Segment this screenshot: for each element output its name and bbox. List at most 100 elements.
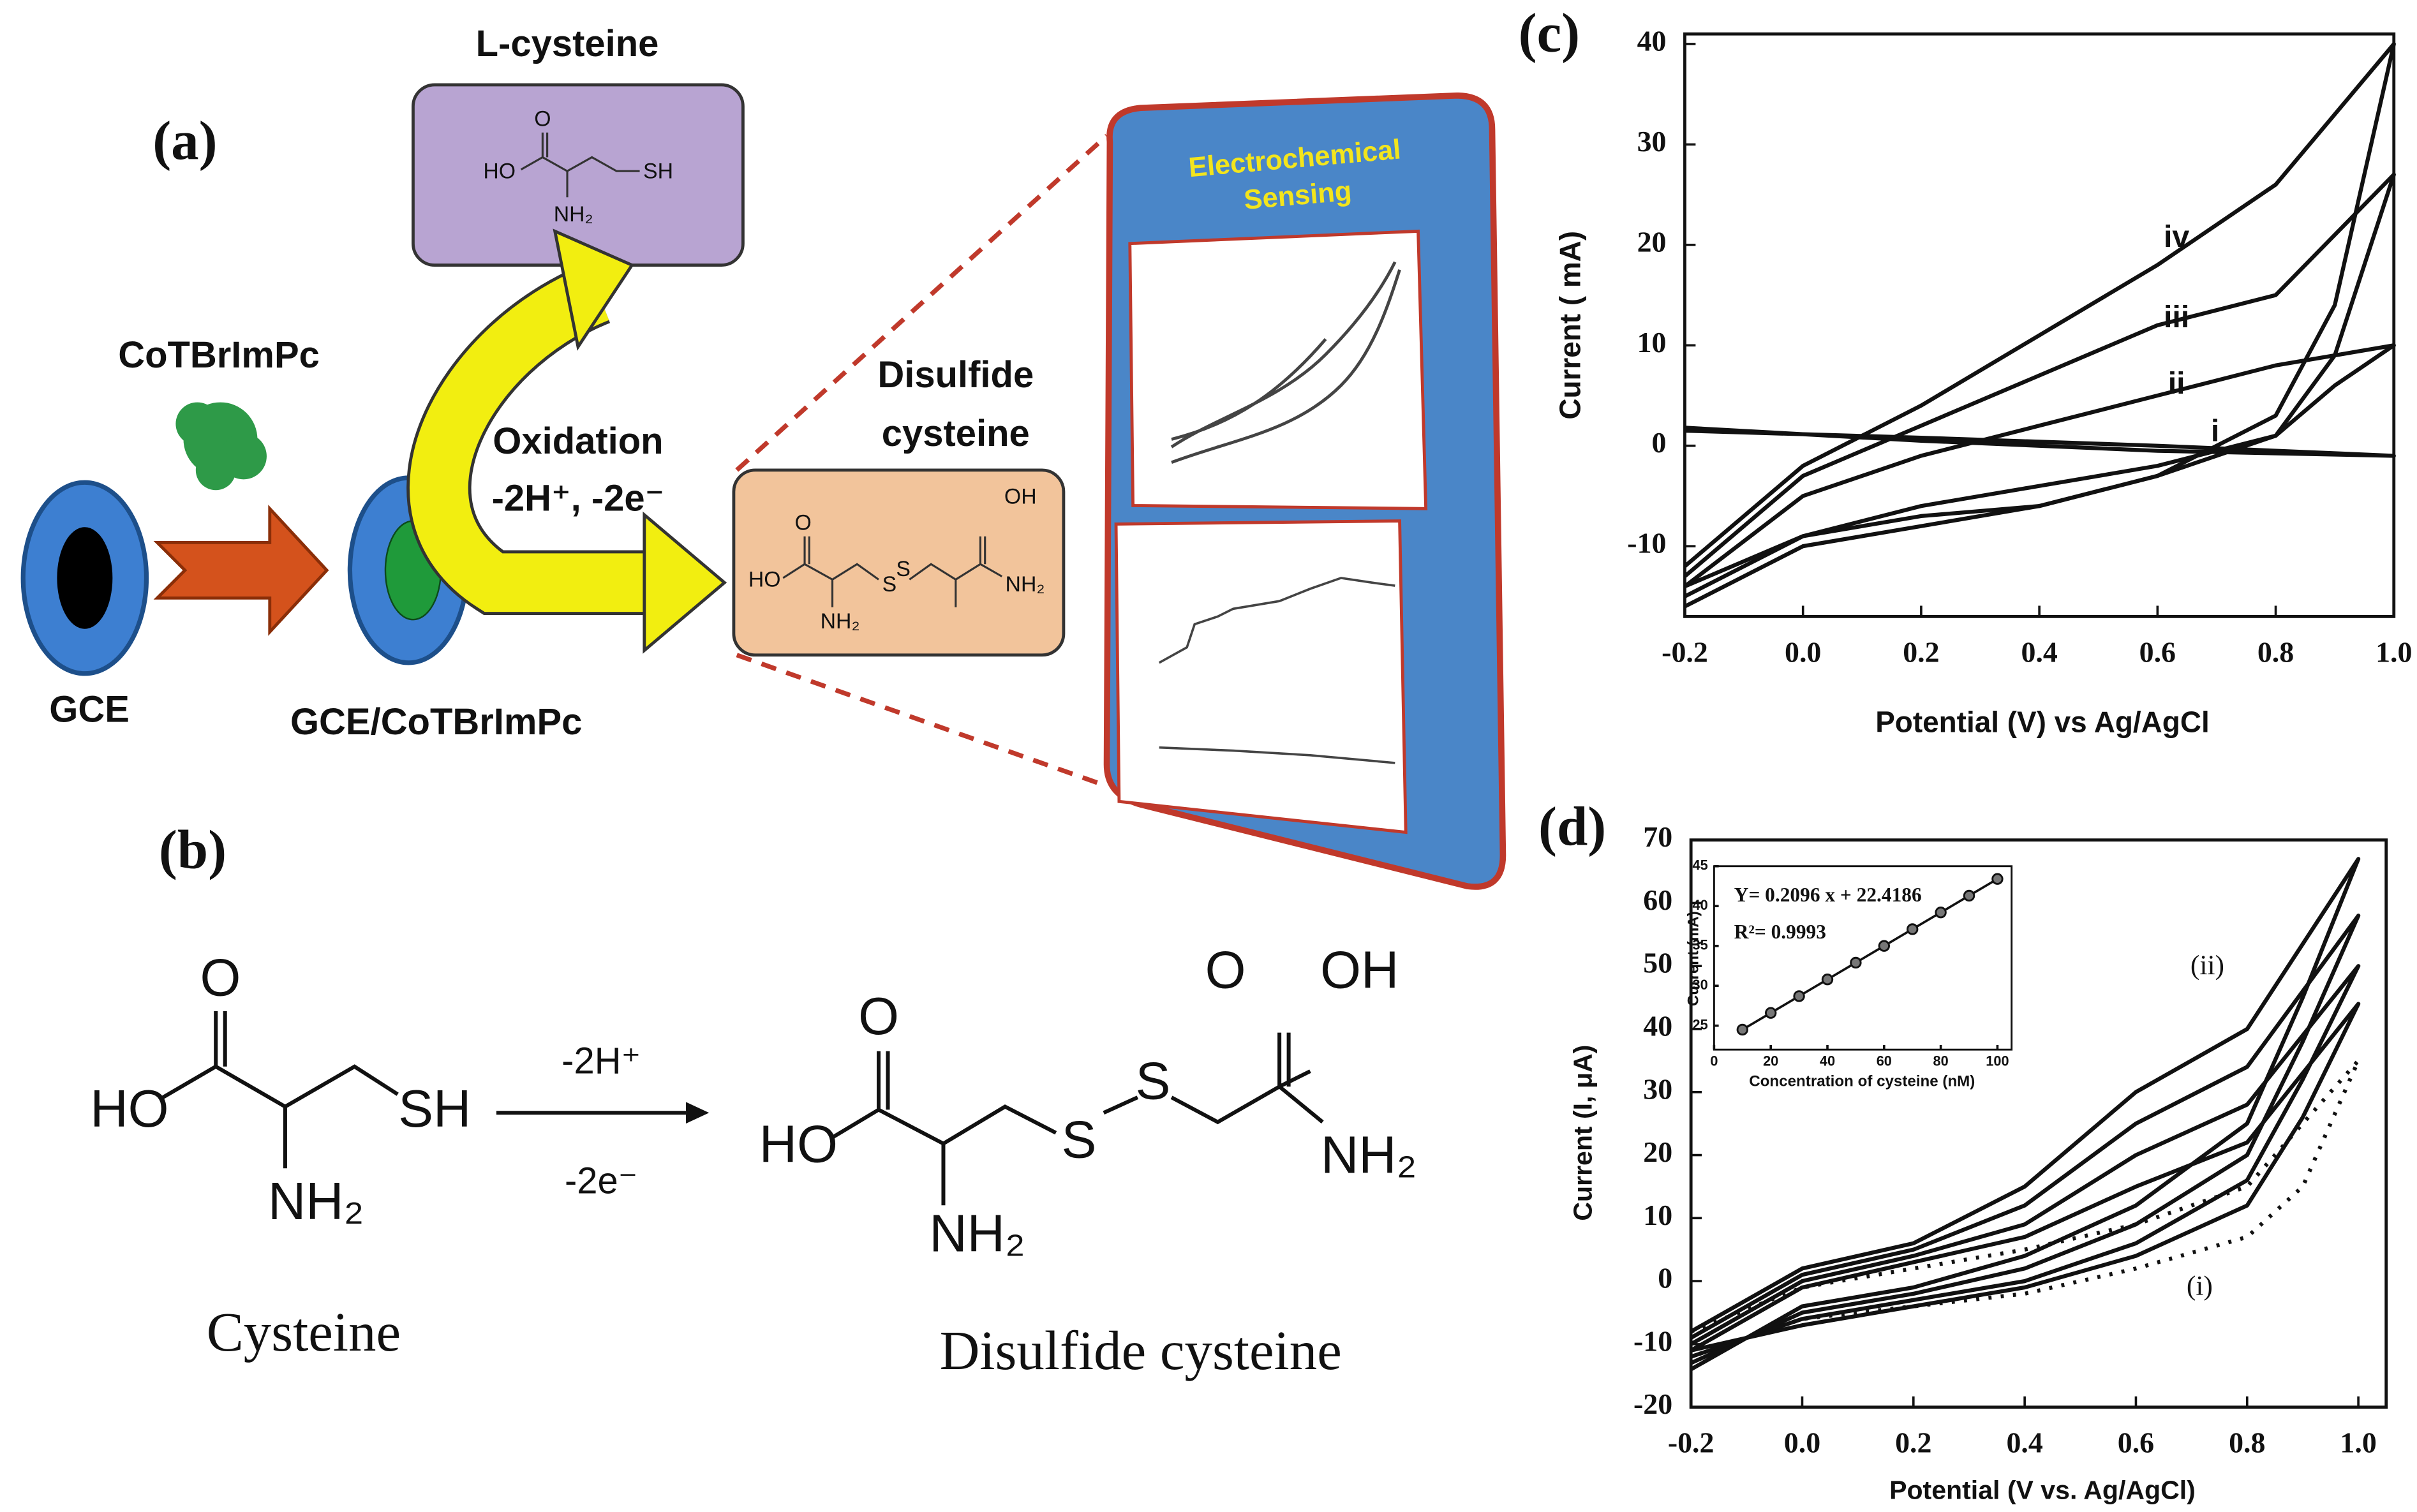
atom: NH₂ bbox=[268, 1173, 364, 1231]
reaction: Oxidation bbox=[493, 421, 663, 462]
product-structure bbox=[782, 536, 1003, 607]
x-tick-label: 0.2 bbox=[1903, 635, 1939, 668]
x-tick-label: 0.8 bbox=[2257, 635, 2294, 668]
y-tick-label: 20 bbox=[1643, 1136, 1672, 1168]
x-tick-label: 0.8 bbox=[2229, 1427, 2265, 1459]
cv-curve bbox=[1683, 172, 2396, 598]
point bbox=[1821, 974, 1834, 986]
y-tick-label: 0 bbox=[1652, 426, 1667, 459]
molecule-name: Cysteine bbox=[207, 1301, 401, 1363]
cv-curve bbox=[1684, 426, 2396, 458]
panel-label: (d) bbox=[1538, 796, 1606, 857]
x-axis-label: Potential (V) vs Ag/AgCl bbox=[1875, 706, 2210, 739]
curve-label: iii bbox=[2164, 300, 2189, 334]
y-tick-label: 30 bbox=[1643, 1072, 1672, 1105]
y-tick-label: -20 bbox=[1633, 1388, 1672, 1420]
atom: O bbox=[200, 949, 241, 1007]
atom: O bbox=[1205, 942, 1246, 1000]
panel-label: (a) bbox=[152, 110, 217, 171]
annotation: Y= 0.2096 x + 22.4186 bbox=[1734, 884, 1922, 906]
x-tick-label: 20 bbox=[1763, 1053, 1778, 1069]
x-tick-label: 100 bbox=[1986, 1053, 2009, 1069]
atom: S bbox=[896, 557, 911, 581]
zoom-line bbox=[735, 133, 1108, 472]
atom: HO bbox=[483, 159, 516, 184]
x-tick-label: 0.2 bbox=[1895, 1427, 1931, 1459]
x-tick-label: 1.0 bbox=[2376, 635, 2412, 668]
y-axis-label: Current (mA) bbox=[1684, 911, 1702, 1006]
point bbox=[1793, 990, 1805, 1002]
x-tick-label: -0.2 bbox=[1668, 1427, 1714, 1459]
curve-label: iv bbox=[2164, 219, 2189, 254]
y-tick-label: -10 bbox=[1627, 527, 1666, 560]
panel-a: (a) L-cysteine O HO SH NH₂ CoTBrImPc GCE… bbox=[20, 24, 1506, 890]
curve-label: (i) bbox=[2187, 1271, 2213, 1301]
curve-label: i bbox=[2211, 414, 2219, 448]
point bbox=[1963, 889, 1975, 902]
y-tick-label: 35 bbox=[1693, 937, 1708, 952]
y-tick-label: 40 bbox=[1643, 1010, 1672, 1042]
fit-line bbox=[1741, 878, 1998, 1031]
cv-curve bbox=[1683, 41, 2396, 609]
y-axis-label: Current ( mA) bbox=[1553, 231, 1586, 420]
atom: S bbox=[1062, 1111, 1097, 1169]
y-tick-label: 45 bbox=[1693, 857, 1708, 873]
reactant-structure bbox=[159, 1011, 399, 1169]
product-box bbox=[732, 468, 1066, 657]
mini-curve bbox=[1170, 261, 1401, 464]
y-tick-label: -10 bbox=[1633, 1324, 1672, 1357]
y-tick-label: 60 bbox=[1643, 884, 1672, 916]
electrode-name: GCE bbox=[49, 689, 130, 730]
arrow bbox=[410, 265, 648, 612]
cv-curve bbox=[1683, 343, 2396, 589]
arrow-head bbox=[686, 1102, 710, 1124]
atom: NH₂ bbox=[1006, 572, 1045, 597]
atom: S bbox=[1136, 1052, 1171, 1110]
plot-frame bbox=[1683, 32, 2396, 618]
atom: HO bbox=[90, 1080, 168, 1138]
arrow-label: -2e⁻ bbox=[565, 1161, 637, 1202]
atom: SH bbox=[643, 159, 673, 184]
atom: NH₂ bbox=[821, 609, 860, 634]
arrow-head bbox=[643, 511, 727, 654]
molecule-name: Disulfide cysteine bbox=[940, 1320, 1342, 1381]
x-axis-label: Potential (V vs. Ag/AgCl) bbox=[1889, 1475, 2196, 1504]
cv-curve bbox=[1690, 964, 2361, 1359]
cv-curve bbox=[1690, 857, 2361, 1372]
point bbox=[1991, 873, 2004, 885]
point bbox=[1850, 956, 1862, 969]
atom: OH bbox=[1320, 942, 1399, 1000]
atom: S bbox=[882, 572, 897, 597]
x-tick-label: -0.2 bbox=[1662, 635, 1708, 668]
atom: O bbox=[534, 107, 551, 131]
electrode-core bbox=[57, 527, 113, 629]
product-name: cysteine bbox=[882, 413, 1030, 454]
product-structure bbox=[831, 1032, 1324, 1206]
atom: NH₂ bbox=[1321, 1126, 1417, 1184]
atom: O bbox=[794, 510, 811, 535]
point bbox=[1736, 1023, 1748, 1036]
product-name: Disulfide bbox=[877, 355, 1034, 396]
x-tick-label: 0.4 bbox=[2021, 635, 2057, 668]
y-tick-label: 30 bbox=[1637, 125, 1667, 158]
arrow-label: -2H⁺ bbox=[561, 1041, 641, 1081]
y-tick-label: 40 bbox=[1637, 24, 1667, 57]
point bbox=[1935, 907, 1947, 919]
modifier-blob bbox=[175, 402, 267, 491]
y-tick-label: 10 bbox=[1637, 326, 1667, 359]
cv-curve bbox=[1690, 914, 2361, 1365]
y-axis-label: Current (I, μA) bbox=[1568, 1045, 1597, 1221]
arrow bbox=[153, 505, 329, 636]
y-tick-label: 70 bbox=[1643, 820, 1672, 853]
atom: NH₂ bbox=[929, 1205, 1025, 1263]
x-tick-label: 40 bbox=[1820, 1053, 1835, 1069]
x-tick-label: 0.0 bbox=[1784, 1427, 1820, 1459]
x-tick-label: 80 bbox=[1933, 1053, 1949, 1069]
x-tick-label: 0.6 bbox=[2118, 1427, 2154, 1459]
x-tick-label: 0 bbox=[1710, 1053, 1718, 1069]
atom: HO bbox=[759, 1116, 838, 1174]
zoom-line bbox=[736, 653, 1108, 789]
modifier-name: CoTBrImPc bbox=[118, 335, 320, 376]
atom: NH₂ bbox=[554, 202, 593, 226]
